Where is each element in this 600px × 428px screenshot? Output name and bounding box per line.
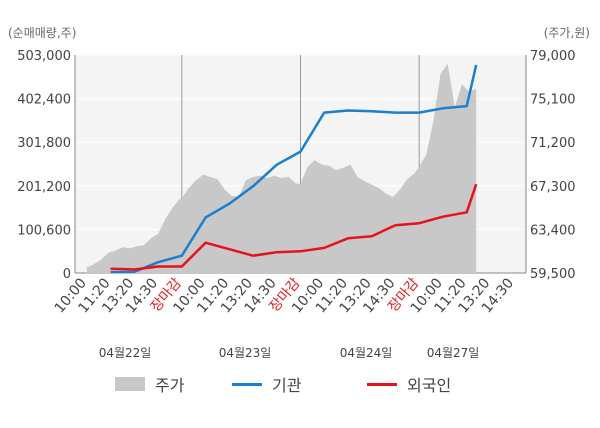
right-tick-label: 63,400 [530, 223, 576, 238]
left-tick-label: 0 [63, 267, 71, 282]
left-tick-label: 402,400 [17, 93, 71, 108]
right-tick-label: 59,500 [530, 267, 576, 282]
left-axis-unit: (순매매량,주) [8, 26, 77, 40]
legend-swatch-institution [232, 382, 262, 386]
stock-trading-chart: 0 100,600 201,200 301,800 402,400 503,000 59,… [17, 49, 576, 360]
line-layer [110, 64, 478, 274]
legend-label-foreign: 외국인 [407, 376, 452, 395]
legend: 주가 기관 외국인 [0, 372, 600, 398]
price-area [86, 63, 477, 274]
left-axis: 0 100,600 201,200 301,800 402,400 503,000 [17, 49, 71, 282]
institution-line [110, 64, 478, 274]
foreign-line [110, 183, 478, 271]
day-label: 04월22일 [99, 346, 152, 360]
right-tick-label: 71,200 [530, 136, 576, 151]
legend-item-foreign: 외국인 [367, 372, 451, 396]
legend-swatch-price [115, 377, 145, 391]
day-label: 04월27일 [427, 346, 480, 360]
left-tick-label: 301,800 [17, 136, 71, 151]
left-tick-label: 100,600 [17, 223, 71, 238]
legend-item-price: 주가 [115, 372, 184, 396]
legend-item-institution: 기관 [232, 372, 301, 396]
right-tick-label: 79,000 [530, 49, 576, 64]
legend-swatch-foreign [367, 382, 397, 386]
right-axis-unit: (주가,원) [543, 26, 590, 40]
price-area-layer [86, 63, 477, 274]
legend-label-institution: 기관 [272, 376, 302, 395]
day-label: 04월23일 [219, 346, 272, 360]
legend-label-price: 주가 [155, 376, 185, 395]
day-label: 04월24일 [340, 346, 393, 360]
day-labels: 04월22일 04월23일 04월24일 04월27일 [99, 346, 480, 360]
x-axis: 10:0011:2013:2014:30장마감10:0011:2013:2014… [52, 275, 517, 316]
right-axis: 59,500 63,400 67,300 71,200 75,100 79,000 [530, 49, 576, 282]
right-tick-label: 67,300 [530, 180, 576, 195]
left-tick-label: 201,200 [17, 180, 71, 195]
left-tick-label: 503,000 [17, 49, 71, 64]
right-tick-label: 75,100 [530, 93, 576, 108]
